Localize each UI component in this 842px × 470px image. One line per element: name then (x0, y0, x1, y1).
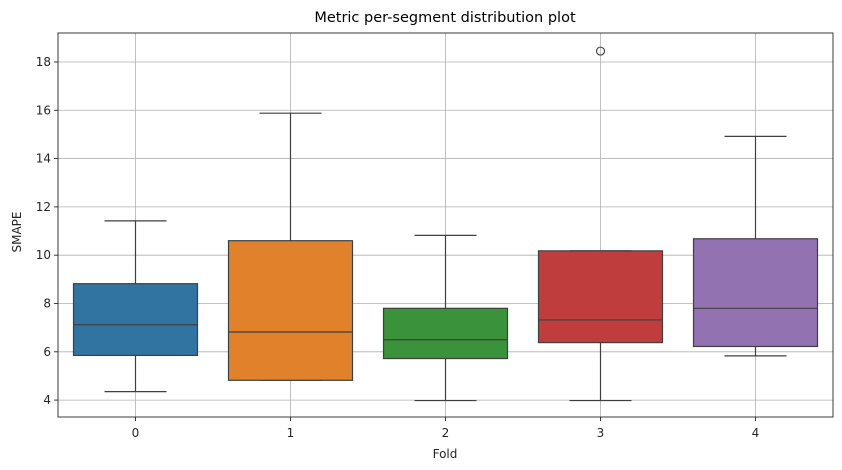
box-fold-3 (537, 250, 664, 344)
x-tick-label: 0 (132, 426, 140, 440)
x-axis-label: Fold (433, 447, 458, 461)
y-tick-label: 16 (36, 103, 51, 117)
x-tick-label: 3 (597, 426, 605, 440)
boxes (72, 46, 819, 402)
x-tick-label: 1 (287, 426, 295, 440)
y-axis-label: SMAPE (10, 212, 24, 253)
outlier-point (595, 46, 606, 56)
y-tick-label: 14 (36, 152, 51, 166)
y-tick-label: 8 (43, 296, 51, 310)
box-fold-1 (227, 240, 354, 381)
box-fold-4 (692, 238, 819, 348)
box-fold-0 (72, 283, 199, 357)
y-tick-label: 10 (36, 248, 51, 262)
y-tick-label: 6 (43, 345, 51, 359)
y-tick-label: 18 (36, 55, 51, 69)
x-tick-label: 2 (442, 426, 450, 440)
y-tick-label: 12 (36, 200, 51, 214)
chart-title: Metric per-segment distribution plot (314, 10, 576, 26)
x-tick-label: 4 (752, 426, 760, 440)
y-tick-label: 4 (43, 393, 51, 407)
box-fold-2 (382, 307, 509, 360)
